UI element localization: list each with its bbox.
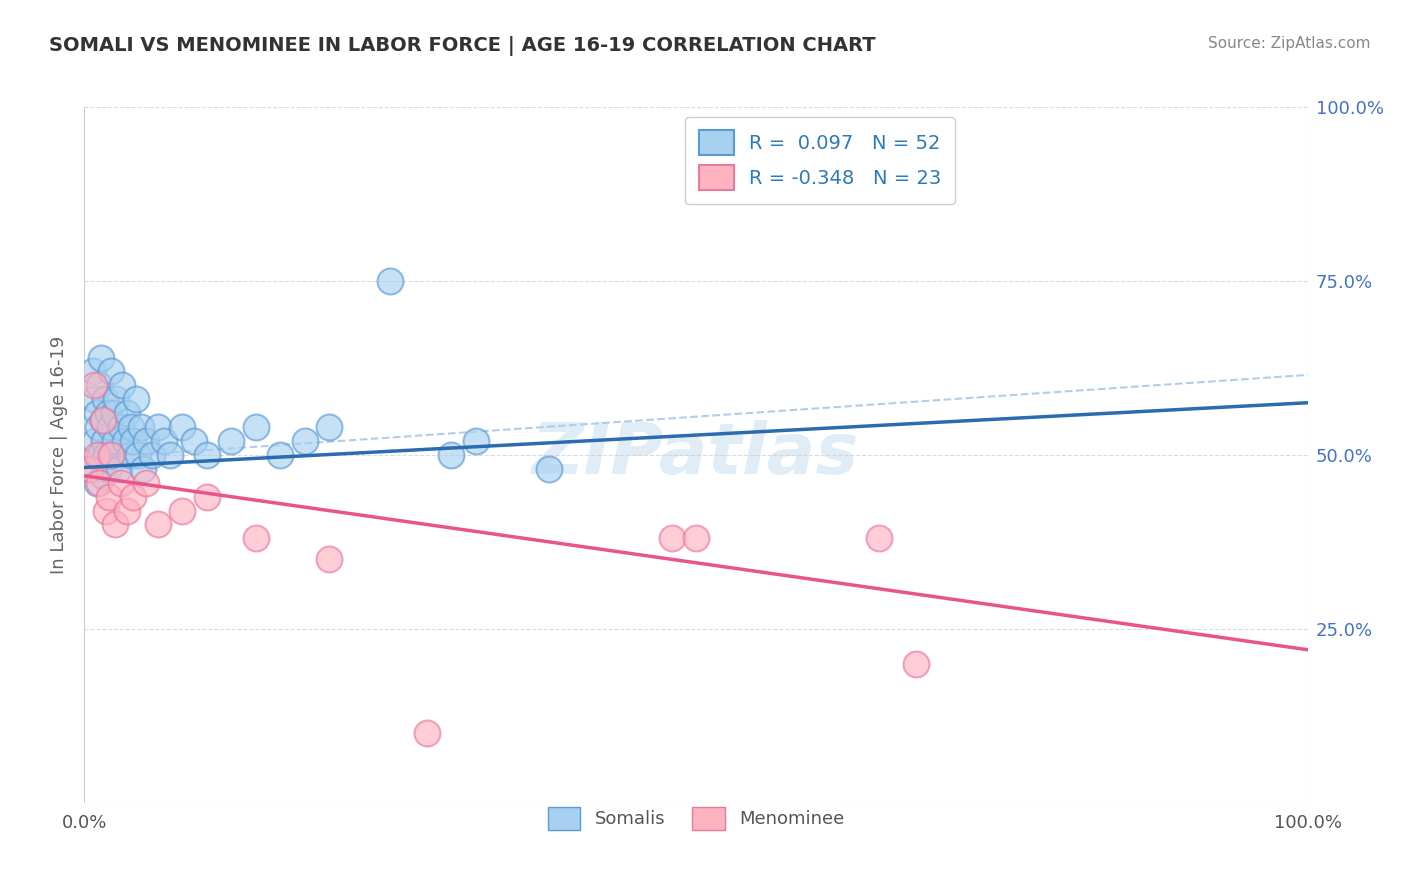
Point bbox=[245, 420, 267, 434]
Point bbox=[86, 475, 108, 490]
Point bbox=[129, 420, 152, 434]
Point bbox=[87, 378, 110, 392]
Point bbox=[110, 475, 132, 490]
Point bbox=[538, 462, 561, 476]
Point bbox=[318, 420, 340, 434]
Point bbox=[79, 462, 101, 476]
Point bbox=[86, 406, 108, 420]
Point bbox=[120, 420, 142, 434]
Point bbox=[127, 448, 149, 462]
Point bbox=[146, 517, 169, 532]
Point bbox=[82, 364, 104, 378]
Point bbox=[105, 392, 128, 407]
Y-axis label: In Labor Force | Age 16-19: In Labor Force | Age 16-19 bbox=[49, 335, 67, 574]
Point bbox=[294, 434, 316, 448]
Point bbox=[87, 475, 110, 490]
Point bbox=[245, 532, 267, 546]
Point bbox=[94, 392, 117, 407]
Point bbox=[100, 448, 122, 462]
Point bbox=[107, 462, 129, 476]
Point bbox=[440, 448, 463, 462]
Point bbox=[869, 532, 891, 546]
Point bbox=[141, 448, 163, 462]
Point bbox=[89, 448, 111, 462]
Point bbox=[97, 490, 120, 504]
Point bbox=[195, 490, 218, 504]
Point bbox=[97, 462, 120, 476]
Point bbox=[183, 434, 205, 448]
Point bbox=[101, 448, 124, 462]
Point bbox=[464, 434, 486, 448]
Point bbox=[219, 434, 242, 448]
Point bbox=[104, 434, 127, 448]
Point bbox=[100, 364, 122, 378]
Point bbox=[318, 552, 340, 566]
Legend: Somalis, Menominee: Somalis, Menominee bbox=[534, 794, 858, 842]
Point bbox=[111, 378, 134, 392]
Text: ZIPatlas: ZIPatlas bbox=[533, 420, 859, 490]
Point bbox=[122, 490, 145, 504]
Point bbox=[118, 448, 141, 462]
Point bbox=[91, 468, 114, 483]
Point bbox=[159, 448, 181, 462]
Point bbox=[125, 392, 148, 407]
Point bbox=[380, 274, 402, 288]
Point bbox=[79, 462, 101, 476]
Point bbox=[172, 503, 194, 517]
Point bbox=[685, 532, 707, 546]
Text: SOMALI VS MENOMINEE IN LABOR FORCE | AGE 16-19 CORRELATION CHART: SOMALI VS MENOMINEE IN LABOR FORCE | AGE… bbox=[49, 36, 876, 55]
Point bbox=[416, 726, 439, 740]
Point bbox=[195, 448, 218, 462]
Point bbox=[146, 420, 169, 434]
Point bbox=[269, 448, 291, 462]
Point bbox=[93, 434, 115, 448]
Point bbox=[115, 503, 138, 517]
Point bbox=[122, 434, 145, 448]
Point bbox=[114, 434, 136, 448]
Point bbox=[97, 406, 120, 420]
Point bbox=[135, 475, 157, 490]
Point bbox=[905, 657, 928, 671]
Text: Source: ZipAtlas.com: Source: ZipAtlas.com bbox=[1208, 36, 1371, 51]
Point bbox=[103, 406, 125, 420]
Point bbox=[115, 406, 138, 420]
Point bbox=[110, 420, 132, 434]
Point bbox=[96, 503, 118, 517]
Point bbox=[87, 420, 110, 434]
Point bbox=[84, 434, 107, 448]
Point bbox=[661, 532, 683, 546]
Point bbox=[172, 420, 194, 434]
Point bbox=[96, 448, 118, 462]
Point bbox=[86, 448, 108, 462]
Point bbox=[83, 392, 105, 407]
Point bbox=[153, 434, 176, 448]
Point bbox=[132, 462, 155, 476]
Point bbox=[83, 378, 105, 392]
Point bbox=[135, 434, 157, 448]
Point bbox=[98, 420, 121, 434]
Point bbox=[104, 517, 127, 532]
Point bbox=[91, 413, 114, 427]
Point bbox=[90, 351, 112, 365]
Point bbox=[91, 413, 114, 427]
